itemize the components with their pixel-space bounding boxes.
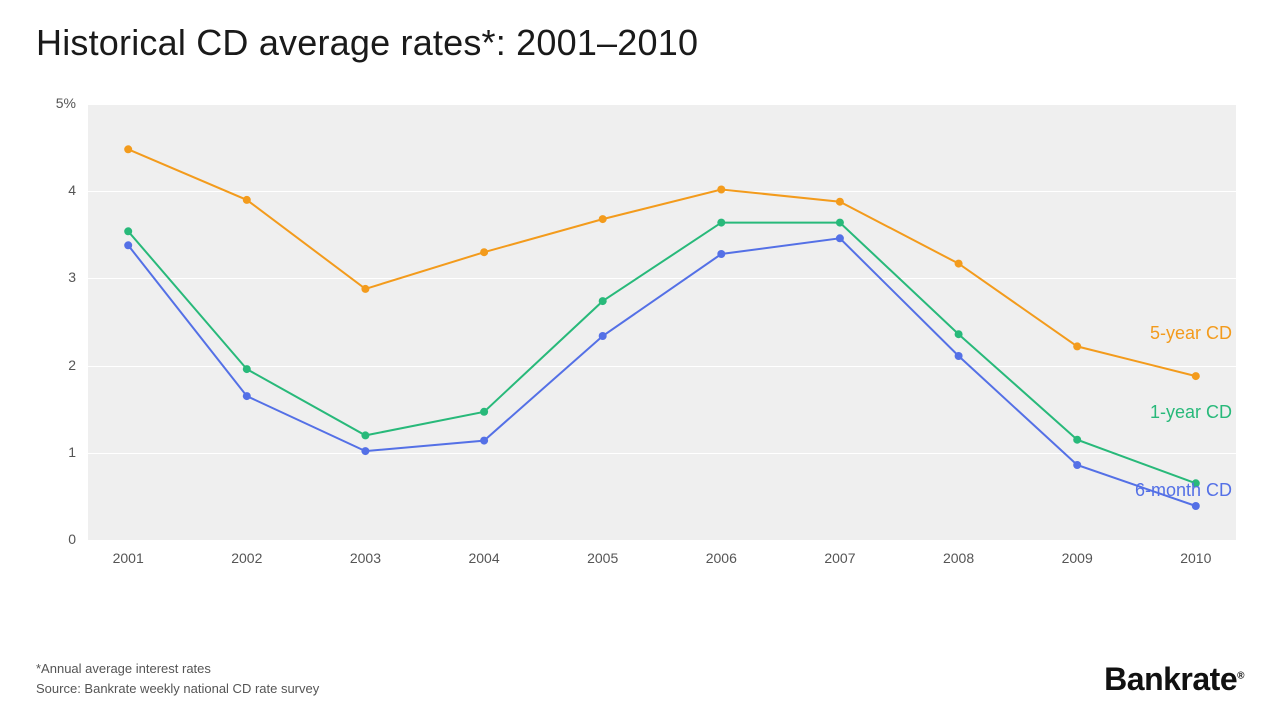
series-label-five_year: 5-year CD: [1150, 323, 1232, 344]
series-marker-five_year: [480, 248, 488, 256]
series-label-one_year: 1-year CD: [1150, 402, 1232, 423]
series-marker-six_month: [1192, 502, 1200, 510]
series-marker-six_month: [124, 241, 132, 249]
series-marker-one_year: [361, 431, 369, 439]
series-marker-five_year: [1192, 372, 1200, 380]
series-marker-one_year: [836, 219, 844, 227]
chart-svg: [36, 96, 1244, 576]
series-marker-six_month: [955, 352, 963, 360]
page-title: Historical CD average rates*: 2001–2010: [36, 22, 698, 64]
series-marker-five_year: [243, 196, 251, 204]
series-marker-six_month: [361, 447, 369, 455]
series-marker-one_year: [1073, 436, 1081, 444]
series-marker-five_year: [599, 215, 607, 223]
series-marker-six_month: [599, 332, 607, 340]
cd-rates-line-chart: 012345%200120022003200420052006200720082…: [36, 96, 1244, 576]
chart-footer: *Annual average interest rates Source: B…: [36, 659, 319, 698]
series-marker-one_year: [717, 219, 725, 227]
series-marker-five_year: [124, 145, 132, 153]
series-marker-one_year: [124, 227, 132, 235]
series-marker-five_year: [361, 285, 369, 293]
series-line-six_month: [128, 238, 1196, 506]
series-label-six_month: 6-month CD: [1135, 480, 1232, 501]
series-marker-five_year: [717, 186, 725, 194]
series-marker-five_year: [1073, 342, 1081, 350]
series-line-one_year: [128, 223, 1196, 484]
brand-logo: Bankrate®: [1104, 661, 1244, 698]
series-marker-one_year: [955, 330, 963, 338]
series-marker-one_year: [243, 365, 251, 373]
series-marker-six_month: [1073, 461, 1081, 469]
source-text: Source: Bankrate weekly national CD rate…: [36, 679, 319, 699]
series-marker-six_month: [717, 250, 725, 258]
footnote-text: *Annual average interest rates: [36, 659, 319, 679]
series-marker-one_year: [480, 408, 488, 416]
series-marker-six_month: [243, 392, 251, 400]
series-marker-six_month: [480, 437, 488, 445]
registered-icon: ®: [1237, 670, 1244, 681]
series-marker-one_year: [599, 297, 607, 305]
series-marker-five_year: [836, 198, 844, 206]
series-marker-six_month: [836, 234, 844, 242]
series-marker-five_year: [955, 260, 963, 268]
